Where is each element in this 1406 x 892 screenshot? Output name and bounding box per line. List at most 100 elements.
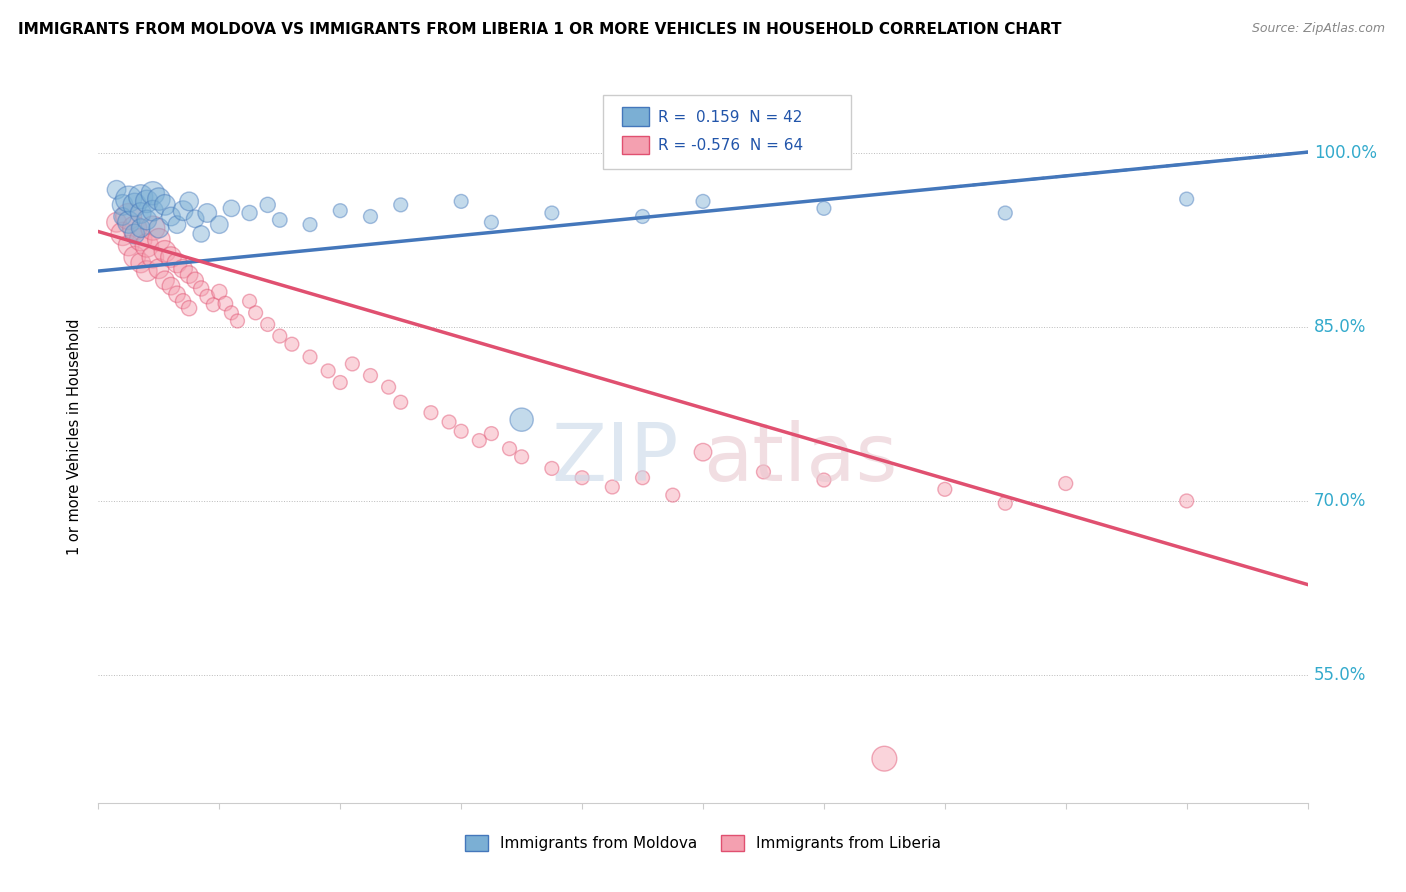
Point [105, 183, 128, 197]
Point [153, 273, 176, 287]
Point [195, 290, 218, 304]
Point [105, 215, 128, 229]
Point [124, 250, 146, 264]
Point [160, 210, 183, 224]
Point [692, 445, 714, 459]
Point [111, 227, 134, 241]
Legend: Immigrants from Moldova, Immigrants from Liberia: Immigrants from Moldova, Immigrants from… [460, 830, 946, 857]
Point [179, 194, 201, 209]
Point [661, 488, 683, 502]
Point [142, 203, 165, 218]
Point [124, 221, 146, 235]
Point [389, 395, 412, 409]
Text: R =  0.159  N = 42: R = 0.159 N = 42 [658, 110, 803, 125]
Point [184, 211, 207, 226]
Point [148, 221, 170, 235]
Point [195, 206, 218, 220]
Point [129, 256, 152, 270]
Point [299, 218, 322, 232]
Point [148, 192, 170, 206]
Point [118, 192, 141, 206]
Point [190, 281, 212, 295]
Point [190, 227, 212, 241]
Point [148, 233, 170, 247]
Point [111, 210, 134, 224]
Point [129, 190, 152, 204]
Point [153, 198, 176, 212]
Point [124, 198, 146, 212]
Text: Source: ZipAtlas.com: Source: ZipAtlas.com [1251, 22, 1385, 36]
Point [135, 194, 157, 209]
Point [342, 357, 364, 371]
Point [256, 318, 278, 332]
Text: 100.0%: 100.0% [1313, 144, 1376, 161]
Point [256, 198, 278, 212]
Text: 85.0%: 85.0% [1313, 318, 1367, 335]
Point [498, 442, 520, 456]
Point [148, 261, 170, 276]
Point [184, 273, 207, 287]
Point [468, 434, 491, 448]
Point [994, 206, 1017, 220]
Point [450, 194, 472, 209]
Point [631, 471, 654, 485]
Point [179, 268, 201, 282]
Point [510, 412, 533, 426]
Point [1054, 476, 1077, 491]
Point [631, 210, 654, 224]
Point [389, 198, 412, 212]
FancyBboxPatch shape [621, 108, 648, 126]
Point [329, 376, 352, 390]
Point [239, 294, 262, 309]
Point [329, 203, 352, 218]
Point [540, 206, 562, 220]
Point [118, 238, 141, 252]
Point [994, 496, 1017, 510]
Point [813, 202, 835, 216]
Text: IMMIGRANTS FROM MOLDOVA VS IMMIGRANTS FROM LIBERIA 1 OR MORE VEHICLES IN HOUSEHO: IMMIGRANTS FROM MOLDOVA VS IMMIGRANTS FR… [18, 22, 1062, 37]
Point [571, 471, 593, 485]
Text: R = -0.576  N = 64: R = -0.576 N = 64 [658, 137, 803, 153]
Point [934, 483, 956, 497]
Point [214, 296, 236, 310]
Point [226, 314, 249, 328]
Point [129, 206, 152, 220]
Point [540, 461, 562, 475]
Point [481, 426, 503, 441]
Point [420, 406, 443, 420]
Point [873, 752, 896, 766]
Point [202, 298, 225, 312]
Point [208, 285, 231, 299]
Point [692, 194, 714, 209]
Point [135, 264, 157, 278]
Point [208, 218, 231, 232]
Text: atlas: atlas [703, 420, 897, 498]
Point [377, 380, 399, 394]
Point [450, 424, 472, 438]
Point [510, 450, 533, 464]
Point [602, 480, 624, 494]
Point [172, 203, 194, 218]
Point [166, 287, 188, 301]
Point [172, 294, 194, 309]
Point [1175, 494, 1198, 508]
Point [813, 473, 835, 487]
Point [160, 279, 183, 293]
Point [142, 186, 165, 201]
Text: 70.0%: 70.0% [1313, 491, 1367, 510]
Point [239, 206, 262, 220]
Point [124, 227, 146, 241]
Point [135, 238, 157, 252]
Point [221, 202, 243, 216]
Y-axis label: 1 or more Vehicles in Household: 1 or more Vehicles in Household [67, 318, 83, 556]
Point [179, 301, 201, 316]
Point [135, 213, 157, 227]
Point [166, 256, 188, 270]
Point [153, 244, 176, 259]
Point [172, 261, 194, 276]
Text: 55.0%: 55.0% [1313, 666, 1367, 684]
Point [142, 221, 165, 235]
FancyBboxPatch shape [621, 136, 648, 154]
Point [160, 250, 183, 264]
Point [316, 364, 339, 378]
